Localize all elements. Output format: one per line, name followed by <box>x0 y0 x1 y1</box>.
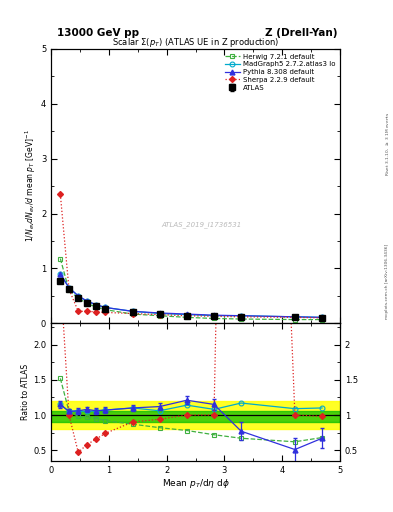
Sherpa 2.2.9 default <box>130 310 135 316</box>
Sherpa 2.2.9 default <box>76 308 81 314</box>
Herwig 7.2.1 default <box>103 307 108 313</box>
Sherpa 2.2.9 default <box>67 286 72 292</box>
Sherpa 2.2.9 default <box>103 309 108 315</box>
Line: Pythia 8.308 default: Pythia 8.308 default <box>58 271 325 320</box>
Y-axis label: Ratio to ATLAS: Ratio to ATLAS <box>21 364 30 420</box>
Pythia 8.308 default <box>239 313 244 319</box>
Text: 13000 GeV pp: 13000 GeV pp <box>57 28 139 38</box>
MadGraph5 2.7.2.atlas3 lo <box>94 302 99 308</box>
Text: Rivet 3.1.10, $\geq$ 3.1M events: Rivet 3.1.10, $\geq$ 3.1M events <box>384 111 391 176</box>
Sherpa 2.2.9 default <box>84 308 89 314</box>
Title: Scalar $\Sigma(p_T)$ (ATLAS UE in Z production): Scalar $\Sigma(p_T)$ (ATLAS UE in Z prod… <box>112 36 279 49</box>
MadGraph5 2.7.2.atlas3 lo <box>67 285 72 291</box>
MadGraph5 2.7.2.atlas3 lo <box>320 314 324 321</box>
Pythia 8.308 default <box>292 314 297 320</box>
Pythia 8.308 default <box>103 305 108 311</box>
Herwig 7.2.1 default <box>67 287 72 293</box>
Text: Z (Drell-Yan): Z (Drell-Yan) <box>266 28 338 38</box>
Legend: Herwig 7.2.1 default, MadGraph5 2.7.2.atlas3 lo, Pythia 8.308 default, Sherpa 2.: Herwig 7.2.1 default, MadGraph5 2.7.2.at… <box>223 52 336 92</box>
Herwig 7.2.1 default <box>157 313 162 319</box>
Line: Herwig 7.2.1 default: Herwig 7.2.1 default <box>58 256 325 322</box>
X-axis label: Mean $p_T$/d$\eta$ d$\phi$: Mean $p_T$/d$\eta$ d$\phi$ <box>162 477 230 490</box>
Herwig 7.2.1 default <box>130 311 135 317</box>
Pythia 8.308 default <box>76 293 81 299</box>
Pythia 8.308 default <box>157 310 162 316</box>
Herwig 7.2.1 default <box>58 255 63 262</box>
Pythia 8.308 default <box>130 308 135 314</box>
Herwig 7.2.1 default <box>320 316 324 323</box>
Sherpa 2.2.9 default <box>58 191 63 197</box>
Pythia 8.308 default <box>67 285 72 291</box>
Text: ATLAS_2019_I1736531: ATLAS_2019_I1736531 <box>161 221 241 228</box>
Bar <box>51 401 340 429</box>
MadGraph5 2.7.2.atlas3 lo <box>58 271 63 277</box>
Pythia 8.308 default <box>84 298 89 304</box>
Herwig 7.2.1 default <box>292 316 297 323</box>
MadGraph5 2.7.2.atlas3 lo <box>84 298 89 305</box>
Sherpa 2.2.9 default <box>184 313 189 319</box>
Sherpa 2.2.9 default <box>157 311 162 317</box>
Sherpa 2.2.9 default <box>239 314 244 320</box>
MadGraph5 2.7.2.atlas3 lo <box>184 311 189 317</box>
Sherpa 2.2.9 default <box>292 314 297 321</box>
Line: MadGraph5 2.7.2.atlas3 lo: MadGraph5 2.7.2.atlas3 lo <box>58 271 325 320</box>
Y-axis label: $1/N_{ev} dN_{ev}/d$ mean $p_T$ [GeV]$^{-1}$: $1/N_{ev} dN_{ev}/d$ mean $p_T$ [GeV]$^{… <box>24 130 38 243</box>
Herwig 7.2.1 default <box>184 314 189 321</box>
Bar <box>51 412 340 422</box>
MadGraph5 2.7.2.atlas3 lo <box>157 310 162 316</box>
MadGraph5 2.7.2.atlas3 lo <box>239 313 244 319</box>
Herwig 7.2.1 default <box>212 315 217 322</box>
MadGraph5 2.7.2.atlas3 lo <box>212 313 217 319</box>
Sherpa 2.2.9 default <box>320 315 324 321</box>
MadGraph5 2.7.2.atlas3 lo <box>130 308 135 314</box>
MadGraph5 2.7.2.atlas3 lo <box>292 314 297 320</box>
Pythia 8.308 default <box>94 302 99 308</box>
Sherpa 2.2.9 default <box>94 309 99 315</box>
Herwig 7.2.1 default <box>239 316 244 322</box>
Pythia 8.308 default <box>58 271 63 277</box>
Pythia 8.308 default <box>184 311 189 317</box>
Pythia 8.308 default <box>212 312 217 318</box>
Herwig 7.2.1 default <box>76 295 81 301</box>
Line: Sherpa 2.2.9 default: Sherpa 2.2.9 default <box>58 192 324 320</box>
Herwig 7.2.1 default <box>84 301 89 307</box>
Pythia 8.308 default <box>320 314 324 321</box>
MadGraph5 2.7.2.atlas3 lo <box>103 305 108 311</box>
Sherpa 2.2.9 default <box>212 313 217 319</box>
MadGraph5 2.7.2.atlas3 lo <box>76 293 81 299</box>
Text: mcplots.cern.ch [arXiv:1306.3436]: mcplots.cern.ch [arXiv:1306.3436] <box>385 244 389 319</box>
Herwig 7.2.1 default <box>94 304 99 310</box>
